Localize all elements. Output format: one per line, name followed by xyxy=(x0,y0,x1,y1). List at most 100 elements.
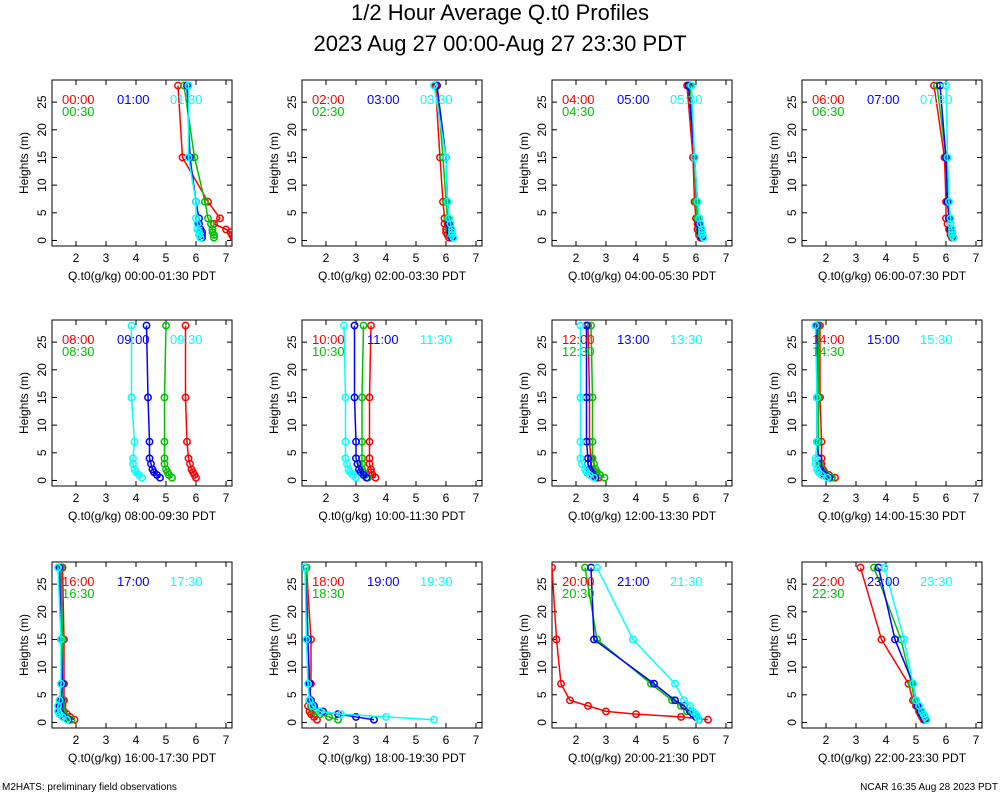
x-axis-label: Q.t0(g/kg) 08:00-09:30 PDT xyxy=(68,509,217,523)
y-tick-label: 25 xyxy=(35,335,49,349)
series-line xyxy=(163,325,173,479)
y-tick-label: 25 xyxy=(785,577,799,591)
y-tick-label: 20 xyxy=(35,605,49,619)
series-point xyxy=(448,230,456,239)
series-line xyxy=(304,567,435,721)
series-point xyxy=(943,153,952,162)
y-tick-label: 0 xyxy=(535,237,549,244)
x-tick-label: 3 xyxy=(603,733,610,747)
y-tick-label: 5 xyxy=(785,449,799,456)
series-point xyxy=(325,712,333,721)
series-point xyxy=(192,214,200,223)
series-point xyxy=(352,437,360,446)
series-point xyxy=(181,393,190,402)
x-axis-label: Q.t0(g/kg) 20:00-21:30 PDT xyxy=(568,751,717,765)
plot-area xyxy=(302,563,438,724)
legend-label-0730: 07:30 xyxy=(920,92,953,107)
series-point xyxy=(350,321,359,330)
y-tick-label: 5 xyxy=(535,691,549,698)
series-line xyxy=(945,85,955,239)
series-point xyxy=(629,635,637,644)
x-tick-label: 3 xyxy=(103,733,110,747)
x-tick-label: 6 xyxy=(693,491,700,505)
y-tick-label: 15 xyxy=(285,632,299,646)
x-axis-label: Q.t0(g/kg) 06:00-07:30 PDT xyxy=(818,269,967,283)
series-point xyxy=(445,214,453,223)
x-tick-label: 5 xyxy=(913,733,920,747)
y-axis-label: Heights (m) xyxy=(767,132,781,194)
legend-label-0130: 01:30 xyxy=(170,92,203,107)
plot-frame xyxy=(551,561,733,729)
y-tick-label: 10 xyxy=(35,418,49,432)
legend-label-1330: 13:30 xyxy=(670,332,703,347)
y-axis-label: Heights (m) xyxy=(517,372,531,434)
x-tick-label: 2 xyxy=(73,491,80,505)
series-point xyxy=(352,712,360,721)
legend-label-1200: 12:00 xyxy=(562,332,595,347)
x-tick-label: 7 xyxy=(723,251,730,265)
x-tick-label: 6 xyxy=(943,491,950,505)
x-tick-label: 5 xyxy=(413,733,420,747)
x-tick-label: 4 xyxy=(633,491,640,505)
y-axis-label: Heights (m) xyxy=(517,614,531,676)
series-point xyxy=(632,710,640,719)
profile-chart-11: 2 3 4 5 6 7 0 5 10 15 20 25 Q.t0(g/kg) 20:00-21:30 P… xyxy=(517,561,733,765)
y-axis-label: Heights (m) xyxy=(267,372,281,434)
legend-label-2030: 20:30 xyxy=(562,586,595,601)
x-tick-label: 5 xyxy=(413,251,420,265)
series-point xyxy=(160,393,169,402)
series-point xyxy=(566,696,574,705)
y-tick-label: 0 xyxy=(785,477,799,484)
series-point xyxy=(870,563,878,572)
legend-label-0900: 09:00 xyxy=(117,332,150,347)
series-point xyxy=(430,81,438,90)
plot-area xyxy=(340,321,380,482)
legend-label-0230: 02:30 xyxy=(312,104,345,119)
x-tick-label: 2 xyxy=(823,491,830,505)
y-tick-label: 0 xyxy=(35,477,49,484)
y-tick-label: 0 xyxy=(785,237,799,244)
plot-frame xyxy=(551,319,733,487)
y-tick-label: 0 xyxy=(285,477,299,484)
plot-area xyxy=(430,81,458,242)
x-tick-label: 4 xyxy=(883,251,890,265)
series-point xyxy=(302,563,309,572)
plot-area xyxy=(811,321,839,482)
series-line xyxy=(552,567,709,721)
y-tick-label: 15 xyxy=(535,390,549,404)
plot-frame xyxy=(301,79,483,247)
series-point xyxy=(576,437,585,446)
y-tick-label: 10 xyxy=(785,660,799,674)
series-point xyxy=(590,635,598,644)
series-point xyxy=(57,635,65,644)
y-tick-label: 10 xyxy=(35,660,49,674)
series-point xyxy=(129,454,137,463)
legend-label-2300: 23:00 xyxy=(867,574,900,589)
series-point xyxy=(912,696,920,705)
series-point xyxy=(204,214,212,223)
y-tick-label: 10 xyxy=(785,418,799,432)
legend-label-1030: 10:30 xyxy=(312,344,345,359)
x-tick-label: 4 xyxy=(633,733,640,747)
x-axis-label: Q.t0(g/kg) 22:00-23:30 PDT xyxy=(818,751,967,765)
series-point xyxy=(365,454,374,463)
legend-label-0300: 03:00 xyxy=(367,92,400,107)
x-tick-label: 7 xyxy=(223,491,230,505)
x-tick-label: 4 xyxy=(383,733,390,747)
series-point xyxy=(698,228,706,237)
series-point xyxy=(602,707,610,716)
y-tick-label: 15 xyxy=(535,150,549,164)
x-tick-label: 3 xyxy=(603,491,610,505)
series-point xyxy=(184,454,193,463)
y-tick-label: 25 xyxy=(35,577,49,591)
y-tick-label: 25 xyxy=(285,95,299,109)
series-point xyxy=(687,81,696,90)
profile-chart-7: 2 3 4 5 6 7 0 5 10 15 20 25 Q.t0(g/kg) 12:00-13:30 P… xyxy=(517,319,733,523)
x-axis-label: Q.t0(g/kg) 10:00-11:30 PDT xyxy=(318,509,466,523)
page-subtitle: 2023 Aug 27 00:00-Aug 27 23:30 PDT xyxy=(313,31,687,56)
x-tick-label: 2 xyxy=(323,491,330,505)
y-tick-label: 15 xyxy=(35,390,49,404)
series-line xyxy=(184,325,197,479)
series-point xyxy=(160,454,169,463)
series-point xyxy=(946,219,955,228)
